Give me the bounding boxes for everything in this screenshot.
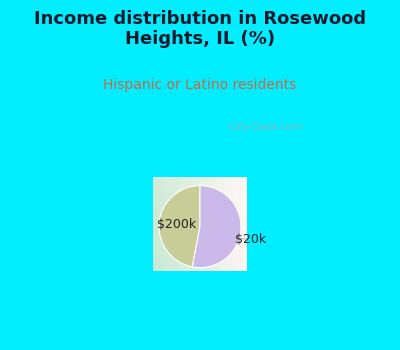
Text: $20k: $20k (235, 233, 266, 246)
Text: $200k: $200k (157, 218, 196, 231)
Wedge shape (192, 186, 241, 268)
Wedge shape (159, 186, 200, 267)
Text: City-Data.com: City-Data.com (228, 121, 302, 132)
Text: Hispanic or Latino residents: Hispanic or Latino residents (103, 78, 297, 92)
Text: Income distribution in Rosewood
Heights, IL (%): Income distribution in Rosewood Heights,… (34, 9, 366, 48)
